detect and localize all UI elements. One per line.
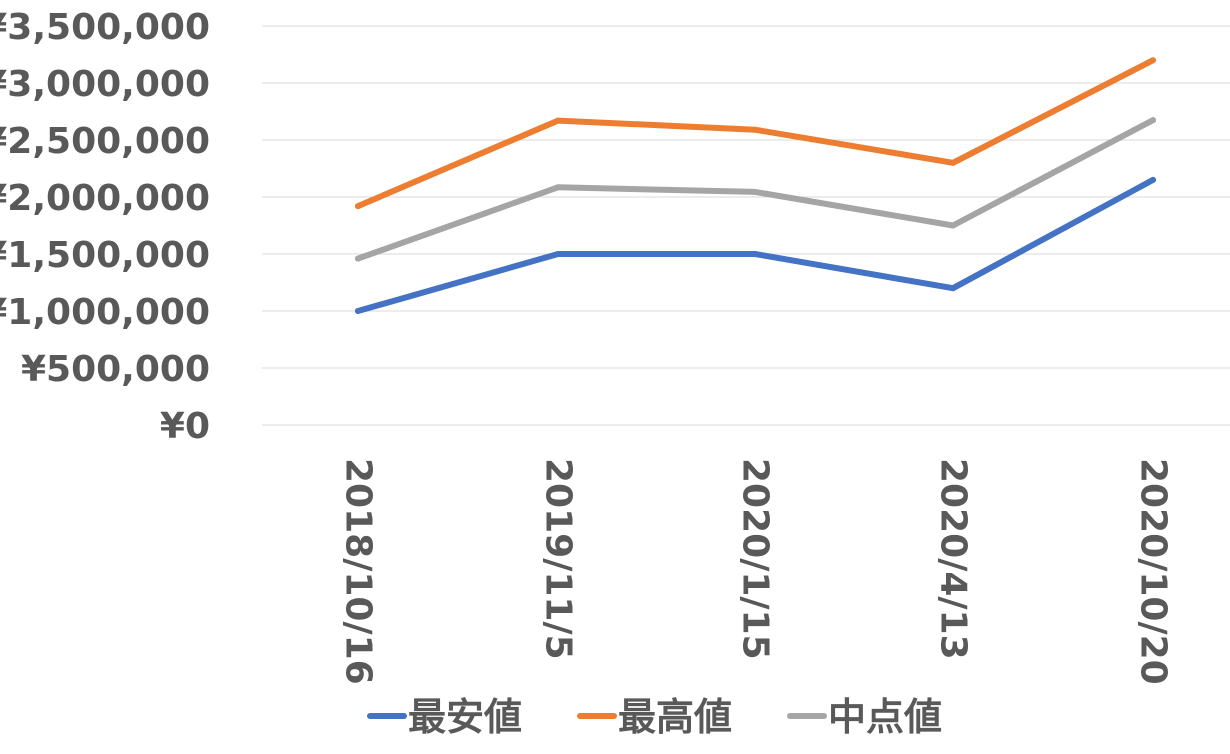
- y-tick-label: ¥3,000,000: [0, 64, 210, 105]
- data-point: [752, 126, 758, 133]
- y-tick-label: ¥0: [160, 406, 210, 447]
- data-point: [950, 285, 956, 292]
- x-tick-label: 2020/1/15: [735, 458, 776, 660]
- data-point: [1150, 117, 1156, 124]
- x-axis: 2018/10/16 2019/11/5 2020/1/15 2020/4/13 202…: [338, 458, 1174, 685]
- data-point: [555, 184, 561, 191]
- data-point: [355, 255, 361, 262]
- y-tick-label: ¥3,500,000: [0, 7, 210, 48]
- y-tick-label: ¥500,000: [21, 349, 210, 390]
- legend-label: 最安値: [408, 695, 522, 739]
- legend-label: 中点値: [828, 695, 942, 739]
- data-point: [355, 203, 361, 210]
- legend-label: 最高値: [618, 695, 732, 739]
- x-tick-label: 2019/11/5: [538, 458, 579, 660]
- y-axis: ¥0 ¥500,000 ¥1,000,000 ¥1,500,000 ¥2,000,000…: [0, 7, 210, 447]
- y-tick-label: ¥1,000,000: [0, 292, 210, 333]
- data-point: [950, 159, 956, 166]
- legend: 最安値 最高値 中点値: [367, 695, 942, 739]
- series-line: [355, 176, 1156, 314]
- legend-item: 中点値: [787, 695, 942, 739]
- data-point: [355, 308, 361, 314]
- data-point: [1150, 176, 1156, 183]
- y-tick-label: ¥1,500,000: [0, 235, 210, 276]
- x-tick-label: 2020/10/20: [1133, 458, 1174, 685]
- y-tick-label: ¥2,000,000: [0, 178, 210, 219]
- x-tick-label: 2018/10/16: [338, 458, 379, 685]
- data-point: [752, 188, 758, 195]
- data-point: [1150, 57, 1156, 64]
- series-lines: [355, 57, 1156, 314]
- data-point: [752, 251, 758, 257]
- data-point: [555, 251, 561, 257]
- data-point: [555, 117, 561, 124]
- legend-item: 最安値: [367, 695, 522, 739]
- gridlines: [262, 25, 1230, 426]
- y-tick-label: ¥2,500,000: [0, 121, 210, 162]
- x-tick-label: 2020/4/13: [933, 458, 974, 660]
- data-point: [950, 222, 956, 229]
- legend-item: 最高値: [577, 695, 732, 739]
